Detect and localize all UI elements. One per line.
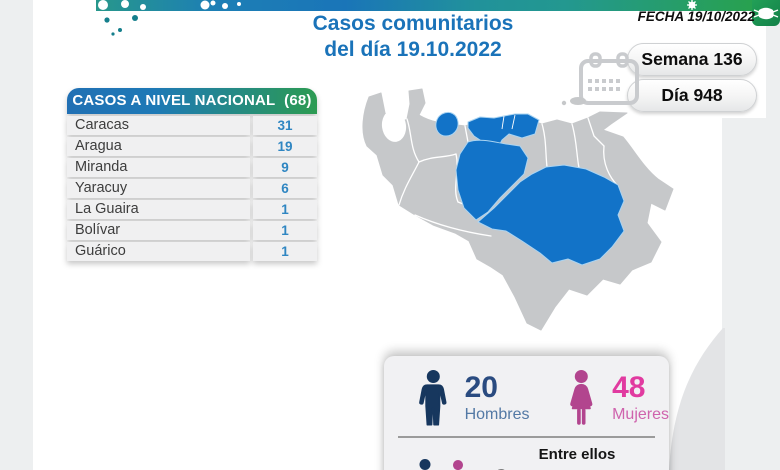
- mask-badge-icon: [753, 7, 779, 20]
- hombres-label: Hombres: [464, 406, 530, 423]
- hombres-stat: 20 Hombres: [465, 373, 530, 424]
- male-icon: [419, 369, 447, 426]
- title-line2: del día 19.10.2022: [324, 38, 502, 61]
- gender-stats-row: 20 Hombres 48 Mujeres: [384, 356, 669, 427]
- cases-table: CASOS A NIVEL NACIONAL (68) Caracas 31 A…: [67, 88, 317, 261]
- state-name: Yaracuy: [67, 179, 250, 198]
- map-lake-maracaibo: [381, 110, 407, 142]
- state-cases: 1: [253, 200, 317, 219]
- virus-icon: [687, 0, 697, 10]
- semana-pill: Semana 136: [627, 43, 757, 76]
- state-cases: 19: [253, 137, 317, 156]
- map-region-guarico: [455, 139, 529, 221]
- hombres-value: 20: [464, 371, 498, 404]
- table-row: Bolívar 1: [67, 221, 317, 240]
- mujeres-value: 48: [612, 371, 646, 404]
- minors-block: Entre ellos 9 Menores de edad: [494, 446, 660, 470]
- map-island: [561, 100, 567, 106]
- virus-splotch-icon: [200, 0, 241, 10]
- state-cases: 9: [253, 158, 317, 177]
- state-name: Aragua: [67, 137, 250, 156]
- minors-line: 9 Menores de edad: [494, 464, 660, 470]
- calendar-icon: [579, 52, 639, 105]
- cases-table-body: Caracas 31 Aragua 19 Miranda 9 Yaracuy 6…: [67, 116, 317, 261]
- cases-table-title: CASOS A NIVEL NACIONAL: [72, 92, 276, 109]
- cases-table-total: (68): [284, 92, 312, 109]
- child-male-icon: [419, 458, 431, 470]
- table-row: La Guaira 1: [67, 200, 317, 219]
- table-row: Miranda 9: [67, 158, 317, 177]
- child-female-icon: [452, 459, 464, 470]
- table-row: Caracas 31: [67, 116, 317, 135]
- minors-stats-row: Entre ellos 9 Menores de edad: [384, 438, 669, 470]
- state-cases: 31: [253, 116, 317, 135]
- table-row: Guárico 1: [67, 242, 317, 261]
- decorative-swoosh: [669, 328, 725, 470]
- virus-specks-left-icon: [98, 0, 146, 36]
- page-title: Casos comunitarios del día 19.10.2022: [303, 11, 523, 63]
- cases-table-header: CASOS A NIVEL NACIONAL (68): [67, 88, 317, 114]
- map-highlight-borders: [501, 114, 516, 130]
- venezuela-map: [362, 88, 674, 331]
- map-island-margarita: [570, 97, 586, 105]
- state-name: Miranda: [67, 158, 250, 177]
- state-name: La Guaira: [67, 200, 250, 219]
- gender-stats-panel: 20 Hombres 48 Mujeres: [384, 356, 669, 470]
- minors-value: 9: [494, 464, 509, 470]
- stats-divider: [398, 436, 655, 438]
- mujeres-stat: 48 Mujeres: [612, 373, 669, 424]
- dia-pill: Día 948: [627, 79, 757, 112]
- map-region-yaracuy: [435, 111, 459, 137]
- title-line1: Casos comunitarios: [312, 12, 514, 35]
- map-region-bolivar: [477, 164, 625, 266]
- table-row: Yaracuy 6: [67, 179, 317, 198]
- entre-ellos-label: Entre ellos: [538, 446, 616, 463]
- female-icon: [569, 369, 592, 425]
- state-cases: 1: [253, 242, 317, 261]
- state-name: Bolívar: [67, 221, 250, 240]
- state-cases: 6: [253, 179, 317, 198]
- mujeres-label: Mujeres: [612, 406, 669, 423]
- mask-badge: [752, 0, 780, 26]
- table-row: Aragua 19: [67, 137, 317, 156]
- fecha-label: FECHA 19/10/2022: [637, 9, 755, 24]
- state-name: Guárico: [67, 242, 250, 261]
- state-cases: 1: [253, 221, 317, 240]
- state-name: Caracas: [67, 116, 250, 135]
- top-gradient-bar: [96, 0, 752, 11]
